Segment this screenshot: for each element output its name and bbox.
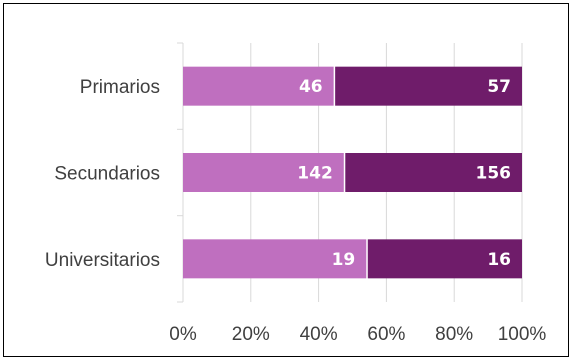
data-labels: 46 57 142 156 19 16: [297, 77, 511, 270]
bar-segment: [367, 239, 522, 279]
data-label: 46: [299, 77, 323, 97]
x-tick-label: 80%: [435, 324, 473, 345]
bar-segment: [183, 239, 367, 279]
data-label: 19: [332, 250, 356, 270]
bar-segment: [345, 153, 522, 192]
x-tick-label: 100%: [498, 324, 547, 345]
bars: [183, 66, 522, 279]
category-label: Secundarios: [54, 164, 160, 185]
x-tick-label: 60%: [367, 324, 405, 345]
data-label: 57: [487, 77, 511, 97]
category-label: Universitarios: [45, 250, 160, 271]
data-label: 16: [487, 250, 511, 270]
data-label: 156: [476, 164, 512, 184]
bar-segment: [183, 66, 334, 106]
x-tick-label: 0%: [169, 324, 197, 345]
x-tick-labels: 0% 20% 40% 60% 80% 100%: [169, 324, 546, 345]
category-label: Primarios: [80, 77, 160, 98]
bar-segment: [335, 66, 522, 106]
x-tick-label: 40%: [300, 324, 338, 345]
bar-segment: [183, 153, 344, 192]
x-tick-label: 20%: [232, 324, 270, 345]
category-labels: Primarios Secundarios Universitarios: [45, 77, 160, 271]
data-label: 142: [297, 164, 333, 184]
category-axis: [177, 42, 184, 303]
